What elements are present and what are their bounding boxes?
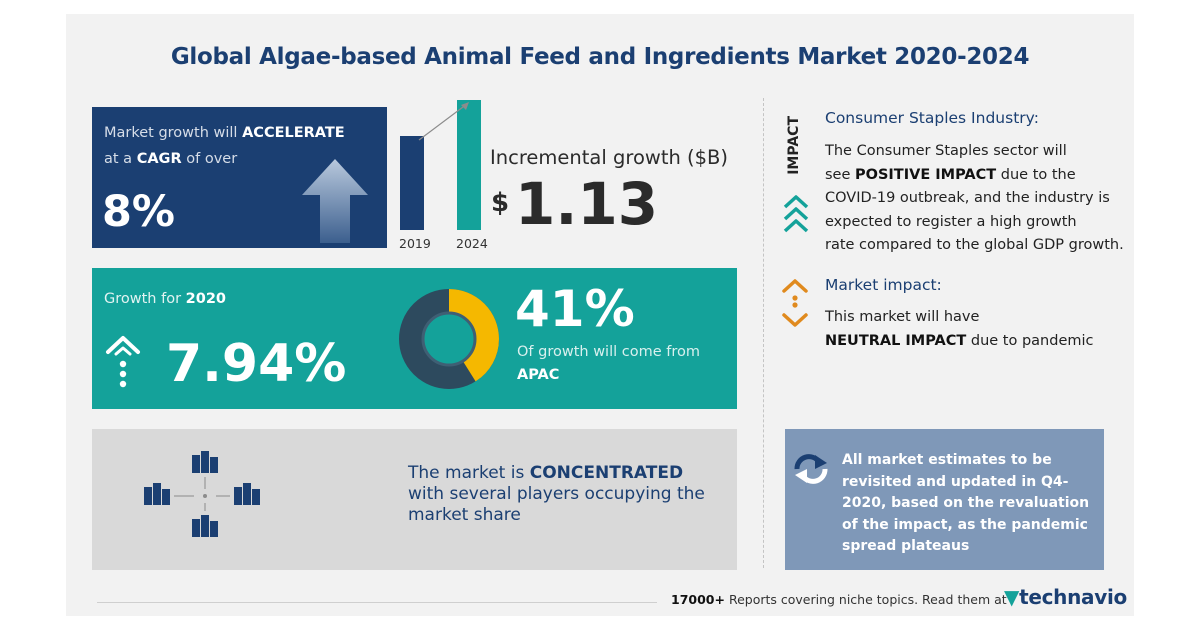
technavio-logo-icon: ▼ bbox=[1004, 585, 1020, 609]
cagr-line-1: Market growth will ACCELERATE bbox=[104, 125, 345, 141]
incremental-value: 1.13 bbox=[515, 170, 659, 238]
industry-heading: Consumer Staples Industry: bbox=[825, 109, 1039, 127]
neutral-arrows-icon bbox=[782, 279, 808, 327]
trend-arrow-icon bbox=[418, 103, 468, 141]
page-title: Global Algae-based Animal Feed and Ingre… bbox=[170, 44, 1030, 70]
incremental-currency: $ bbox=[491, 188, 510, 218]
share-value: 41% bbox=[515, 280, 635, 338]
donut-share-segment bbox=[399, 289, 499, 389]
growth-label: Growth for 2020 bbox=[104, 291, 226, 307]
growth-box: Growth for 2020 7.94% 41% Of growth will… bbox=[92, 268, 737, 409]
growth-value: 7.94% bbox=[166, 334, 347, 394]
share-region: APAC bbox=[517, 367, 560, 383]
brand-name: technavio bbox=[1019, 585, 1127, 609]
cagr-value: 8% bbox=[102, 187, 176, 237]
year-label-2019: 2019 bbox=[399, 236, 431, 251]
concentration-box: The market is CONCENTRATED with several … bbox=[92, 429, 737, 570]
chevrons-up-icon bbox=[783, 195, 809, 233]
concentration-text: The market is CONCENTRATED with several … bbox=[408, 463, 705, 525]
buildings-concentration-icon bbox=[144, 451, 260, 537]
footer-text: 17000+ Reports covering niche topics. Re… bbox=[671, 592, 1007, 607]
market-impact-text: This market will have NEUTRAL IMPACT due… bbox=[825, 309, 1094, 349]
donut-chart-icon bbox=[399, 289, 499, 389]
footer-line bbox=[97, 602, 657, 603]
impact-vertical-label: IMPACT bbox=[786, 116, 802, 175]
growth-signal-icon bbox=[106, 336, 140, 388]
bar-2019 bbox=[400, 136, 424, 230]
column-divider bbox=[763, 98, 764, 568]
cagr-box: Market growth will ACCELERATE at a CAGR … bbox=[92, 107, 387, 248]
cagr-line-2: at a CAGR of over bbox=[104, 151, 238, 167]
up-arrow-icon bbox=[302, 159, 368, 243]
share-text: Of growth will come from bbox=[517, 344, 700, 360]
market-impact-heading: Market impact: bbox=[825, 276, 942, 294]
year-label-2024: 2024 bbox=[456, 236, 488, 251]
incremental-bars-chart bbox=[400, 100, 481, 230]
industry-text: The Consumer Staples sector will see POS… bbox=[825, 143, 1124, 253]
incremental-label: Incremental growth ($B) bbox=[490, 146, 729, 169]
refresh-icon bbox=[794, 454, 828, 484]
technavio-brand[interactable]: ▼technavio bbox=[1004, 585, 1127, 609]
bar-2024 bbox=[457, 100, 481, 230]
notice-text: All market estimates to be revisited and… bbox=[842, 452, 1090, 554]
notice-box: All market estimates to be revisited and… bbox=[785, 429, 1104, 570]
